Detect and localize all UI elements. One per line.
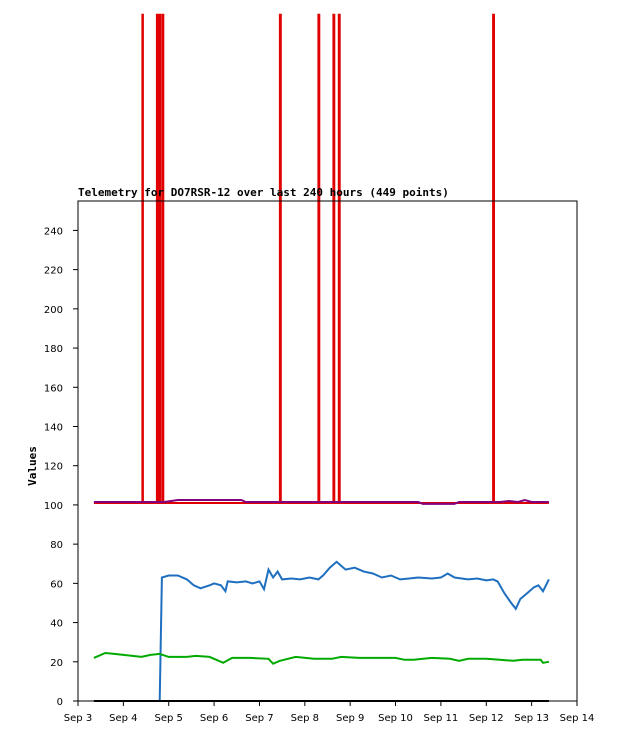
x-tick-label: Sep 6 bbox=[200, 713, 228, 724]
x-tick-label: Sep 13 bbox=[514, 713, 549, 724]
y-tick-label: 100 bbox=[44, 501, 63, 512]
series-line-2 bbox=[93, 498, 549, 505]
x-tick-label: Sep 11 bbox=[424, 713, 459, 724]
y-axis: 0 20 40 60 80 100 120 140 160 180 200 220 240 bbox=[44, 226, 78, 708]
x-axis: Sep 3 Sep 4 Sep 5 Sep 6 Sep 7 Sep 8 Sep 9 Sep 1… bbox=[64, 701, 595, 724]
y-tick-label: 40 bbox=[50, 619, 63, 630]
x-tick-label: Sep 5 bbox=[155, 713, 183, 724]
y-tick-label: 220 bbox=[44, 266, 63, 277]
y-tick-label: 80 bbox=[50, 540, 63, 551]
y-tick-label: 140 bbox=[44, 422, 63, 433]
x-tick-label: Sep 3 bbox=[64, 713, 92, 724]
plot-lines bbox=[93, 13, 550, 702]
y-tick-label: 200 bbox=[44, 305, 63, 316]
y-tick-label: 60 bbox=[50, 579, 63, 590]
chart-title: Telemetry for DO7RSR-12 over last 240 ho… bbox=[78, 186, 449, 199]
y-tick-label: 0 bbox=[57, 697, 63, 708]
x-tick-label: Sep 10 bbox=[378, 713, 413, 724]
x-tick-label: Sep 8 bbox=[291, 713, 319, 724]
y-tick-label: 240 bbox=[44, 226, 63, 237]
series-line-1 bbox=[93, 13, 549, 504]
y-tick-label: 120 bbox=[44, 462, 63, 473]
y-tick-label: 20 bbox=[50, 658, 63, 669]
x-tick-label: Sep 9 bbox=[336, 713, 364, 724]
x-tick-label: Sep 12 bbox=[469, 713, 504, 724]
series-line-4 bbox=[93, 651, 550, 665]
x-tick-label: Sep 14 bbox=[560, 713, 595, 724]
plot-frame bbox=[77, 200, 578, 702]
y-tick-label: 160 bbox=[44, 383, 63, 394]
x-tick-label: Sep 4 bbox=[109, 713, 137, 724]
y-axis-label: Values bbox=[26, 446, 39, 486]
y-tick-label: 180 bbox=[44, 344, 63, 355]
series-line-3 bbox=[93, 560, 550, 702]
x-tick-label: Sep 7 bbox=[245, 713, 273, 724]
